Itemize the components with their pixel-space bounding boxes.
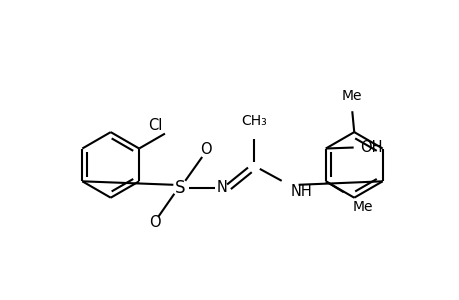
Text: Cl: Cl: [148, 118, 162, 133]
Text: O: O: [148, 215, 160, 230]
Text: O: O: [200, 142, 212, 158]
Text: OH: OH: [359, 140, 381, 155]
Text: N: N: [216, 180, 227, 195]
Text: Me: Me: [341, 89, 362, 103]
Text: NH: NH: [290, 184, 312, 199]
Text: CH₃: CH₃: [241, 114, 266, 128]
Text: S: S: [175, 179, 185, 197]
Text: Me: Me: [352, 200, 372, 214]
